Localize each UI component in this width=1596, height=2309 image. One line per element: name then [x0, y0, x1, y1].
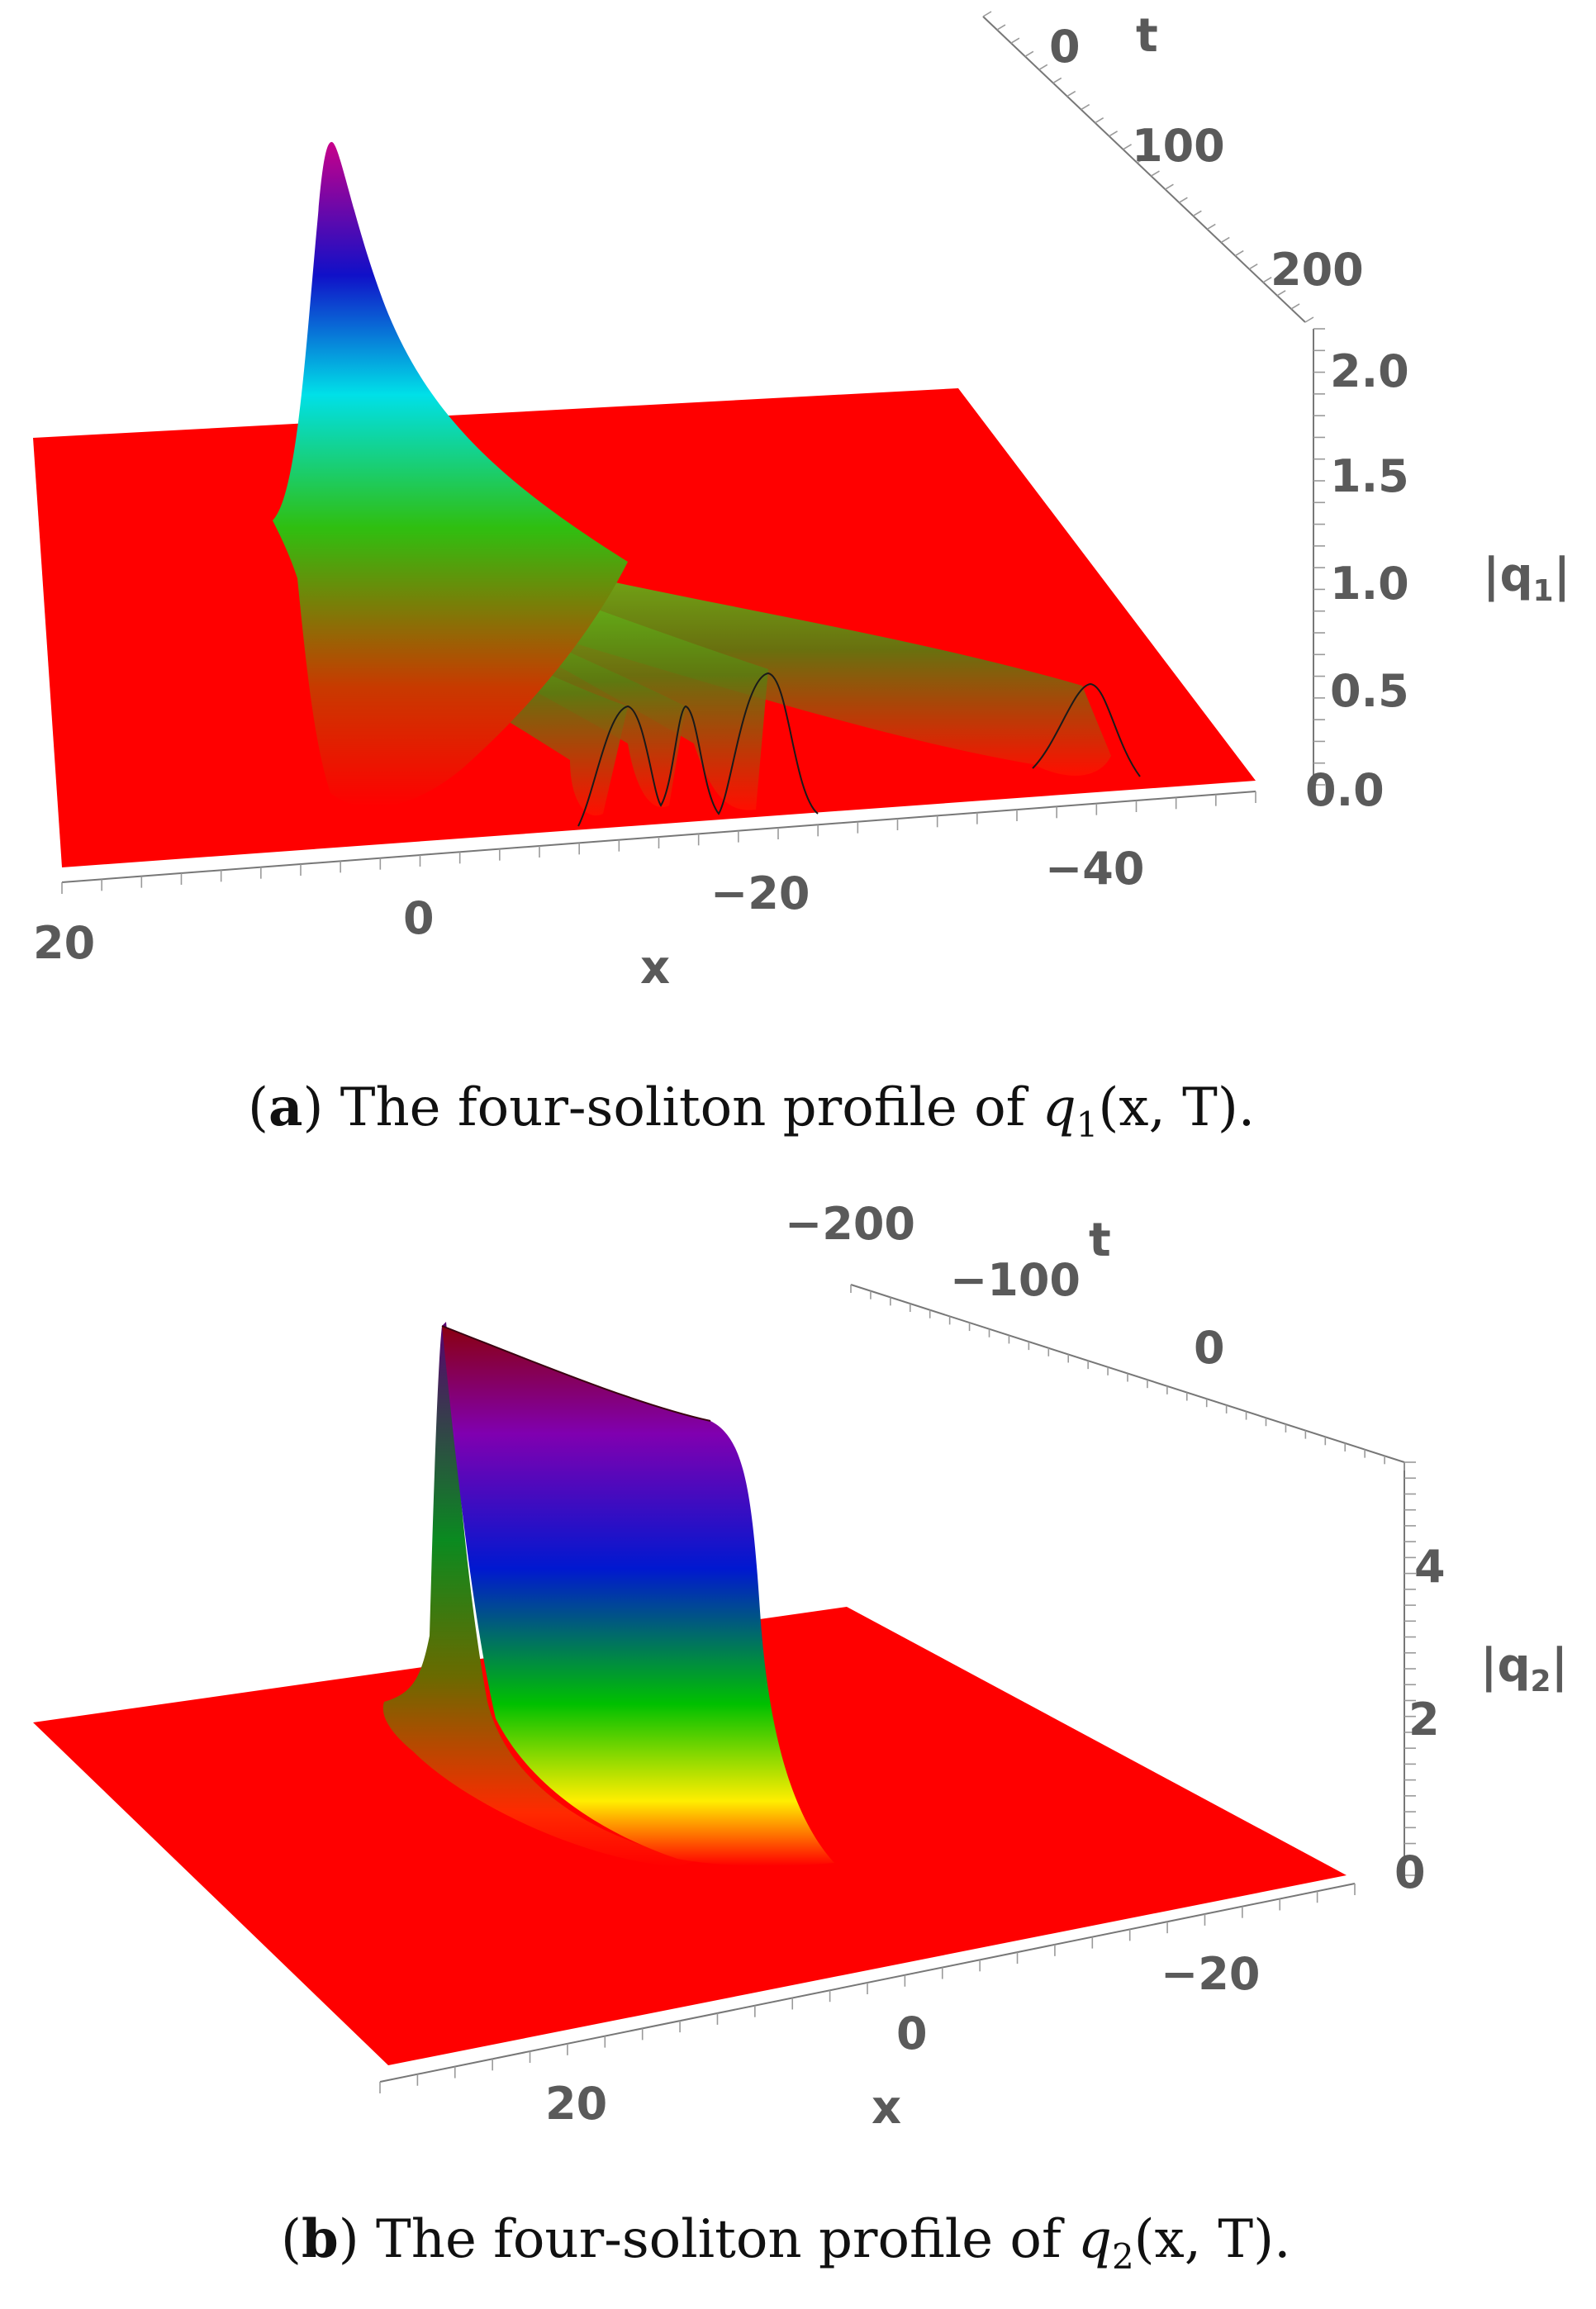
axis-minor-tick	[1038, 64, 1048, 71]
z-minor-ticks-a	[1313, 328, 1325, 786]
soliton-main-peak	[273, 141, 628, 807]
x-tick-label: −40	[1045, 843, 1144, 895]
axis-minor-tick	[1109, 131, 1119, 137]
x-tick-label: 0	[403, 892, 435, 944]
t-tick-label: 200	[1271, 244, 1364, 296]
t-tick-label: 0	[1049, 21, 1081, 73]
x-tick-label: 20	[545, 2078, 607, 2130]
axis-minor-tick	[1165, 183, 1174, 190]
t-axis-line-a	[982, 16, 1306, 323]
soliton-far-edge	[1032, 682, 1141, 777]
axis-minor-tick	[1290, 303, 1300, 310]
axis-minor-tick	[1220, 236, 1230, 244]
t-minor-ticks-a	[982, 11, 1314, 323]
z-tick-label: 0.0	[1305, 764, 1385, 816]
axis-minor-tick	[1024, 50, 1034, 57]
axis-minor-tick	[1248, 263, 1258, 270]
z-tick-label: 0	[1394, 1846, 1426, 1898]
soliton-wall-front	[442, 1326, 834, 1866]
soliton-front-edge	[577, 672, 819, 827]
axis-minor-tick	[1066, 90, 1076, 97]
z-tick-label: 1.5	[1330, 450, 1409, 502]
t-tick-label: 100	[1132, 120, 1225, 172]
axis-minor-tick	[1081, 103, 1090, 111]
t-axis-label: t	[1089, 1214, 1111, 1267]
axis-minor-tick	[1262, 277, 1272, 283]
axis-minor-tick	[1304, 316, 1314, 323]
soliton-wall-left	[382, 1322, 702, 1867]
x-tick-label: −20	[1161, 1948, 1260, 2000]
axis-minor-tick	[1192, 210, 1202, 216]
axis-minor-tick	[1151, 170, 1160, 177]
z-tick-label: 4	[1414, 1541, 1446, 1593]
caption-b: (b) The four-soliton profile of q2(x, T)…	[281, 2208, 1290, 2277]
z-minor-ticks-b	[1404, 1461, 1416, 1876]
t-axis-label: t	[1136, 9, 1158, 63]
z-tick-label: 2	[1408, 1694, 1440, 1746]
t-minor-ticks-b	[850, 1285, 1405, 1470]
axis-minor-tick	[996, 24, 1006, 31]
x-axis-label: x	[640, 941, 670, 995]
t-tick-label: −100	[950, 1254, 1081, 1306]
axis-minor-tick	[1276, 290, 1286, 297]
z-axis-label: |q1|	[1483, 549, 1570, 608]
axis-minor-tick	[1052, 77, 1062, 84]
axis-minor-tick	[1137, 157, 1146, 164]
t-tick-label: 0	[1194, 1322, 1225, 1374]
caption-a: (a) The four-soliton profile of q1(x, T)…	[248, 1076, 1255, 1145]
axis-minor-tick	[1178, 197, 1188, 203]
axis-minor-tick	[1234, 249, 1244, 257]
axis-minor-tick	[982, 11, 992, 17]
x-tick-label: 20	[33, 917, 95, 969]
z-tick-label: 0.5	[1330, 665, 1409, 717]
panel-a: 20 0 −20 −40 x 0 t 100 200 0.0 0.5 1.0 1…	[33, 9, 1570, 1145]
axis-minor-tick	[1123, 144, 1132, 150]
t-tick-label: −200	[785, 1198, 915, 1250]
z-tick-label: 2.0	[1330, 345, 1409, 397]
x-minor-ticks-b	[379, 1884, 1356, 2093]
x-minor-ticks-a	[61, 791, 1256, 894]
panel-b: 20 0 −20 x −200 −100 t 0 0 2 4 |q2| (b) …	[33, 1198, 1568, 2277]
z-axis-label: |q2|	[1480, 1639, 1568, 1698]
z-tick-label: 1.0	[1330, 558, 1409, 610]
axis-minor-tick	[1095, 117, 1104, 124]
soliton-wall-top-edge	[441, 1325, 711, 1422]
x-axis-label: x	[872, 2081, 901, 2135]
axis-minor-tick	[1206, 223, 1216, 230]
x-tick-label: −20	[710, 867, 810, 919]
axis-minor-tick	[1010, 37, 1020, 44]
x-tick-label: 0	[896, 2007, 928, 2060]
